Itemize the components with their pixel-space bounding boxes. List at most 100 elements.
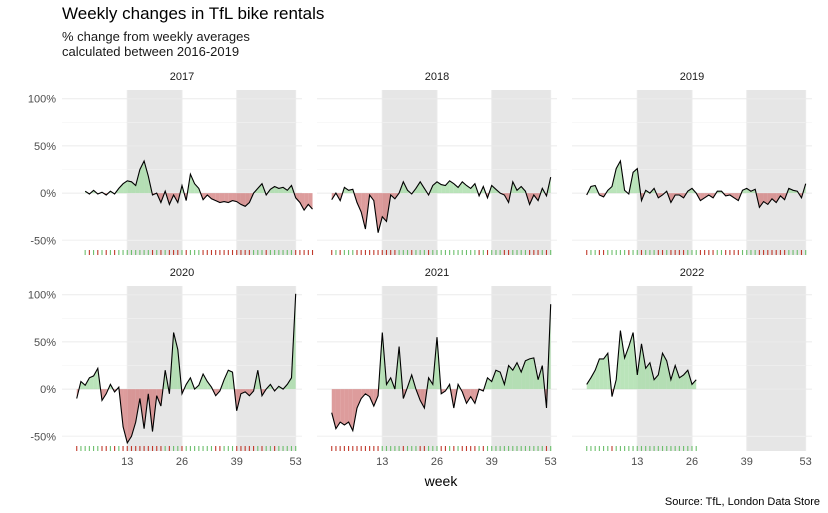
negative-area [378,193,383,233]
negative-area [361,389,366,399]
x-tick-label: 13 [631,456,643,468]
positive-area [186,377,191,390]
positive-area [616,161,621,194]
negative-area [219,193,225,203]
positive-area [742,188,747,194]
positive-area [194,183,199,194]
positive-area [517,362,522,390]
positive-area [586,377,591,390]
x-tick-label: 53 [290,456,302,468]
negative-area [348,389,353,431]
positive-area [679,374,684,390]
positive-area [491,370,496,390]
y-tick-label: -50% [30,235,56,247]
positive-area [628,332,634,390]
positive-area [633,168,638,194]
positive-area [445,180,450,194]
shaded-range [236,286,296,451]
negative-area [240,193,246,207]
negative-area [299,193,305,211]
panel-2018: 2018 [317,71,557,255]
positive-area [420,181,425,194]
positive-area [466,185,471,194]
positive-area [670,365,676,390]
positive-area [93,368,98,390]
negative-area [340,389,345,425]
positive-area [595,358,600,390]
positive-area [603,353,608,390]
negative-area [335,389,341,429]
strip-label: 2021 [425,267,449,279]
negative-area [373,389,379,407]
positive-area [203,373,208,390]
positive-area [80,381,86,390]
positive-area [599,358,604,390]
positive-area [649,362,655,390]
x-tick-label: 53 [545,456,557,468]
shaded-range [382,90,437,255]
panel-2019: 2019 [572,71,812,255]
negative-area [331,389,336,429]
positive-area [278,187,284,194]
negative-area [236,193,241,205]
positive-area [508,365,513,390]
negative-area [734,193,739,201]
positive-area [624,346,629,390]
negative-area [228,193,233,203]
negative-area [470,389,475,404]
strip-label: 2019 [680,71,704,83]
negative-area [420,389,425,408]
negative-area [344,389,349,425]
x-axis-title: week [424,473,459,489]
series-line [76,293,297,445]
y-tick-label: -50% [30,431,56,443]
positive-area [458,181,463,194]
positive-area [487,377,492,390]
positive-area [283,187,288,194]
positive-area [428,377,433,390]
negative-area [466,389,471,404]
positive-area [453,183,459,194]
shaded-range [236,90,296,255]
x-tick-label: 39 [231,456,243,468]
positive-area [658,353,663,390]
x-tick-label: 13 [121,456,133,468]
negative-area [759,193,764,208]
positive-area [620,330,625,390]
positive-area [386,377,391,390]
negative-area [127,389,132,443]
y-tick-label: 50% [34,337,56,349]
y-tick-label: 50% [34,141,56,153]
shaded-range [491,90,551,255]
positive-area [675,365,680,390]
positive-area [437,181,442,194]
positive-area [89,375,94,390]
positive-area [224,370,229,390]
positive-area [590,185,596,194]
negative-area [357,193,362,212]
positive-area [529,357,534,390]
positive-area [662,353,667,390]
x-tick-label: 39 [486,456,498,468]
positive-area [139,161,145,194]
positive-area [144,161,149,194]
strip-label: 2018 [425,71,449,83]
shaded-range [637,90,692,255]
positive-area [521,360,526,390]
negative-area [215,193,220,203]
positive-area [525,358,530,390]
x-tick-label: 53 [800,456,812,468]
positive-area [495,370,501,390]
x-tick-label: 26 [431,456,443,468]
positive-area [118,183,124,194]
negative-area [352,389,357,431]
negative-area [240,389,246,394]
strip-label: 2022 [680,267,704,279]
negative-area [382,193,387,222]
chart-title: Weekly changes in TfL bike rentals [62,4,325,23]
series-line [331,176,552,233]
positive-area [415,181,421,194]
positive-area [270,186,275,194]
panel-2021: 2021 13 26 39 53 [317,267,557,468]
